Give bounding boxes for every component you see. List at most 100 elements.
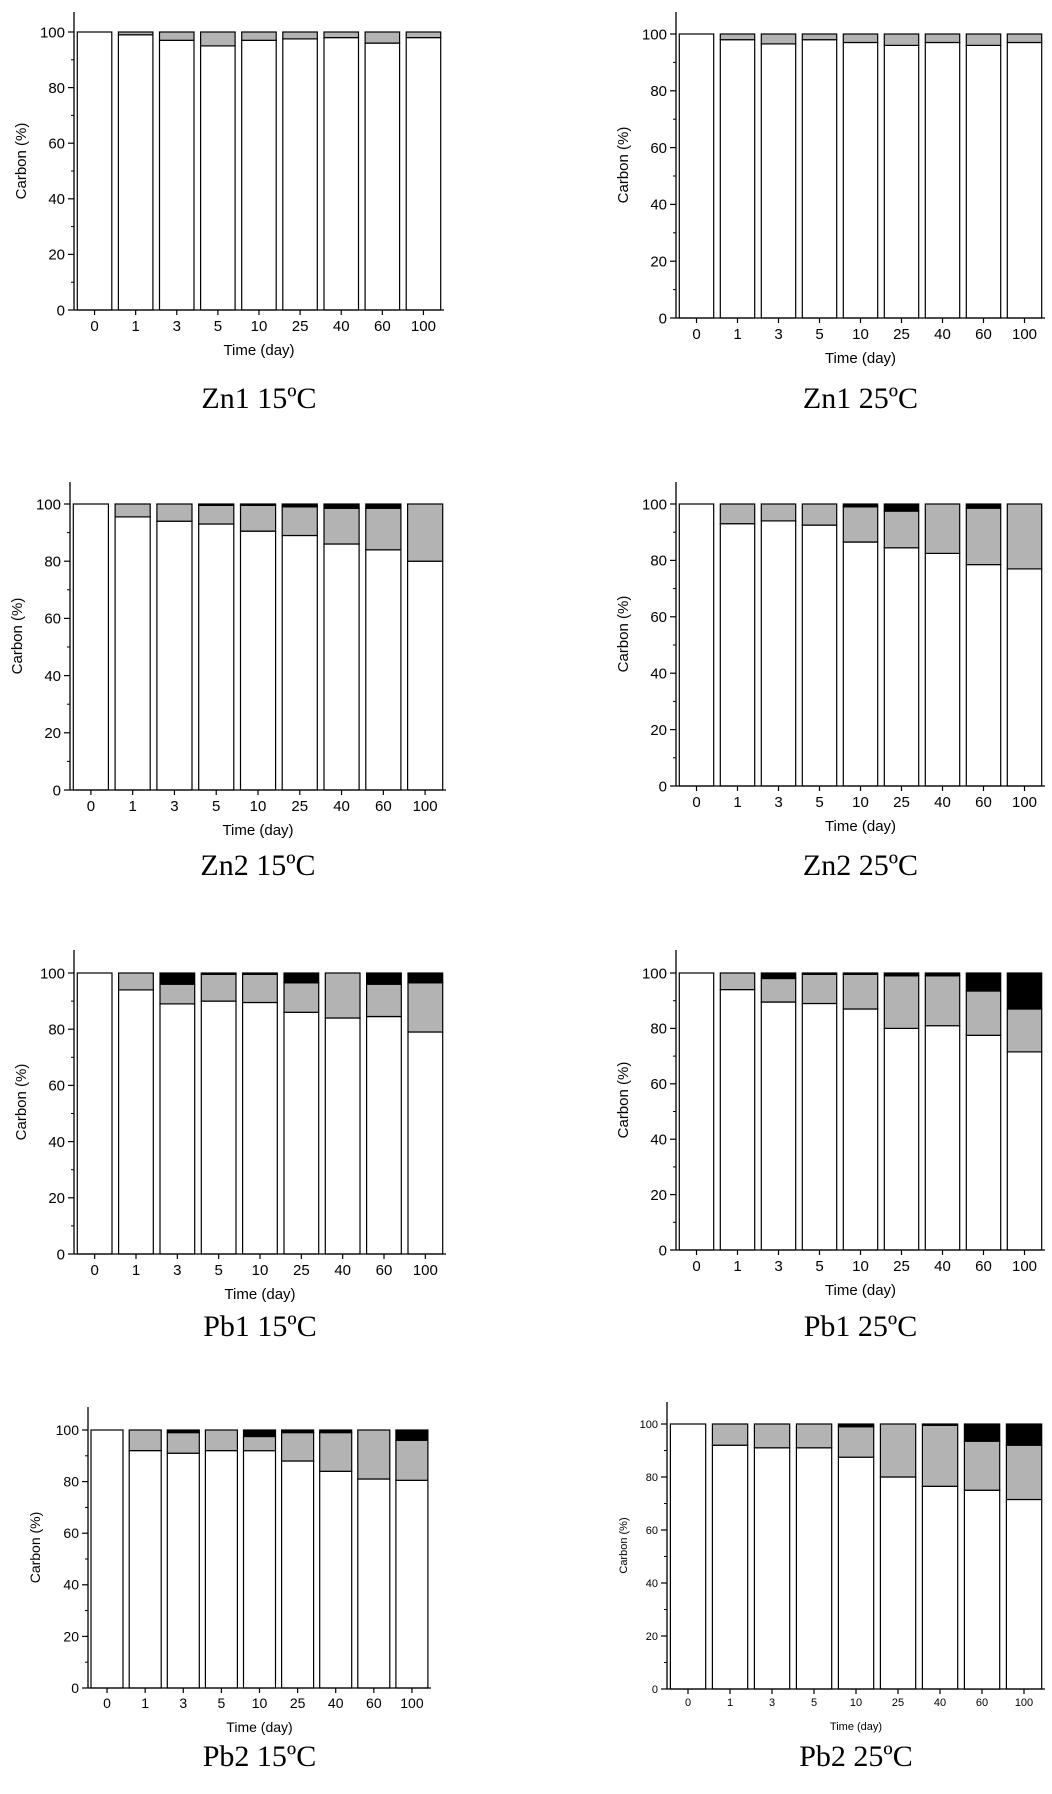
bar-mineralized-60	[965, 33, 1002, 46]
bar-remaining-10	[239, 530, 277, 791]
x-tick-label: 3	[179, 1695, 187, 1711]
bar-mineralized-5	[801, 503, 838, 526]
bar-mineralized-100	[395, 1439, 429, 1481]
bar-mineralized-40	[924, 503, 961, 555]
bar-volatilized-60	[366, 972, 402, 985]
bar-volatilized-25	[883, 972, 920, 977]
x-tick-label: 10	[250, 798, 267, 815]
bar-remaining-100	[1006, 41, 1043, 319]
x-tick-label: 60	[374, 318, 391, 335]
x-tick-label: 1	[733, 794, 741, 811]
x-tick-label: 10	[852, 794, 869, 811]
x-tick-label: 10	[850, 1697, 862, 1709]
bar-remaining-3	[760, 1001, 797, 1251]
x-tick-label: 5	[214, 1262, 222, 1279]
y-tick-label: 0	[57, 1246, 65, 1263]
x-tick-label: 0	[692, 1258, 700, 1275]
y-tick-label: 60	[650, 609, 667, 626]
x-tick-label: 5	[811, 1697, 817, 1709]
bar-remaining-100	[405, 36, 442, 311]
bar-remaining-60	[365, 549, 402, 791]
x-tick-label: 25	[292, 318, 309, 335]
y-axis-title: Carbon (%)	[27, 1512, 43, 1584]
bar-remaining-0	[76, 31, 113, 311]
bar-mineralized-25	[883, 510, 920, 549]
bar-mineralized-40	[323, 31, 360, 39]
bar-volatilized-25	[283, 972, 320, 984]
x-axis-title: Time (day)	[825, 1282, 896, 1299]
bar-mineralized-100	[1006, 1008, 1043, 1053]
x-tick-label: 5	[815, 1258, 823, 1275]
x-tick-label: 60	[975, 794, 992, 811]
y-tick-label: 0	[71, 1680, 79, 1696]
x-tick-label: 60	[976, 1697, 988, 1709]
bar-volatilized-60	[965, 972, 1002, 992]
bar-remaining-3	[166, 1452, 200, 1689]
y-tick-label: 40	[650, 1131, 667, 1148]
bar-remaining-60	[965, 1034, 1002, 1251]
x-tick-label: 60	[376, 1262, 393, 1279]
bar-remaining-25	[883, 1027, 920, 1251]
y-tick-label: 100	[40, 965, 65, 982]
x-tick-label: 1	[733, 1258, 741, 1275]
x-tick-label: 40	[334, 1262, 351, 1279]
x-tick-label: 3	[769, 1697, 775, 1709]
bar-volatilized-40	[921, 1423, 959, 1426]
y-axis-title: Carbon (%)	[615, 1062, 632, 1139]
y-tick-label: 0	[57, 302, 65, 319]
bar-mineralized-3	[760, 33, 797, 45]
bar-mineralized-1	[117, 31, 154, 36]
x-tick-label: 100	[1012, 794, 1037, 811]
y-tick-label: 80	[48, 80, 65, 97]
y-tick-label: 80	[650, 1021, 667, 1038]
x-tick-label: 0	[692, 326, 700, 343]
bar-mineralized-1	[719, 503, 756, 525]
x-tick-label: 3	[173, 1262, 181, 1279]
bar-mineralized-100	[407, 503, 444, 562]
x-axis-title: Time (day)	[825, 818, 896, 835]
bar-mineralized-25	[879, 1423, 917, 1478]
bar-remaining-40	[323, 543, 360, 791]
x-tick-label: 100	[1012, 326, 1037, 343]
x-tick-label: 60	[975, 1258, 992, 1275]
bar-mineralized-100	[407, 982, 444, 1033]
bar-remaining-100	[1005, 1498, 1043, 1690]
bar-mineralized-1	[719, 972, 756, 991]
bar-remaining-60	[364, 42, 401, 311]
y-tick-label: 0	[659, 310, 667, 327]
y-tick-label: 60	[650, 1076, 667, 1093]
bar-mineralized-10	[842, 506, 879, 543]
bar-volatilized-100	[1006, 972, 1043, 1010]
bar-volatilized-25	[281, 1429, 315, 1434]
y-tick-label: 80	[650, 553, 667, 570]
panel-caption: Pb1 25ºC	[803, 1310, 918, 1343]
x-tick-label: 1	[733, 326, 741, 343]
bar-mineralized-1	[117, 972, 154, 991]
x-tick-label: 100	[400, 1695, 424, 1711]
x-tick-label: 0	[90, 318, 98, 335]
x-axis-title: Time (day)	[223, 342, 294, 359]
x-tick-label: 5	[815, 794, 823, 811]
bar-remaining-100	[1006, 568, 1043, 787]
x-tick-label: 10	[852, 1258, 869, 1275]
bar-mineralized-60	[963, 1440, 1001, 1491]
x-tick-label: 40	[934, 1258, 951, 1275]
y-tick-label: 60	[646, 1525, 658, 1537]
y-tick-label: 80	[63, 1474, 79, 1490]
y-tick-label: 40	[48, 191, 65, 208]
bar-volatilized-5	[801, 972, 838, 975]
bar-volatilized-25	[883, 503, 920, 512]
bar-remaining-100	[407, 1031, 444, 1255]
y-tick-label: 0	[659, 778, 667, 795]
x-tick-label: 25	[290, 1695, 306, 1711]
bar-remaining-0	[678, 972, 715, 1251]
x-axis-title: Time (day)	[825, 350, 896, 367]
bar-mineralized-1	[114, 503, 151, 518]
y-tick-label: 100	[642, 496, 667, 513]
bar-mineralized-100	[405, 31, 442, 39]
x-tick-label: 1	[132, 1262, 140, 1279]
panel-caption: Pb1 15ºC	[203, 1310, 317, 1343]
